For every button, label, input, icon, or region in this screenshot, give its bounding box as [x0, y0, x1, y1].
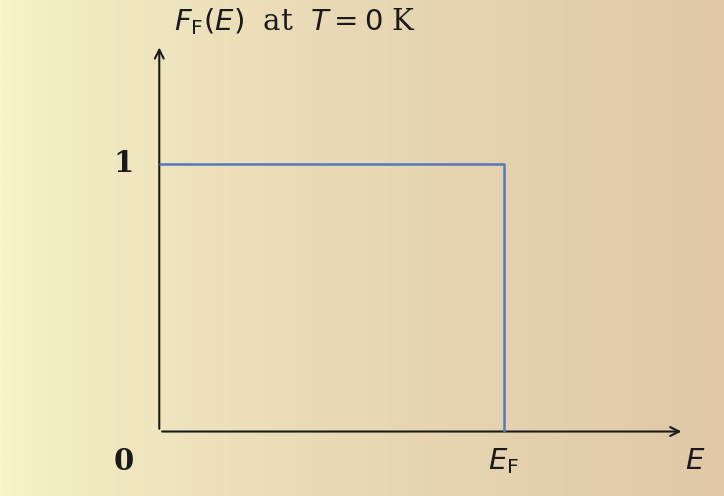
Text: $E$: $E$ [685, 447, 705, 475]
Text: $E_{\mathrm{F}}$: $E_{\mathrm{F}}$ [488, 446, 519, 476]
Text: 0: 0 [114, 447, 134, 476]
Text: $F_{\mathrm{F}}(E)$  at  $T = 0$ K: $F_{\mathrm{F}}(E)$ at $T = 0$ K [174, 6, 416, 37]
Text: 1: 1 [114, 149, 134, 178]
